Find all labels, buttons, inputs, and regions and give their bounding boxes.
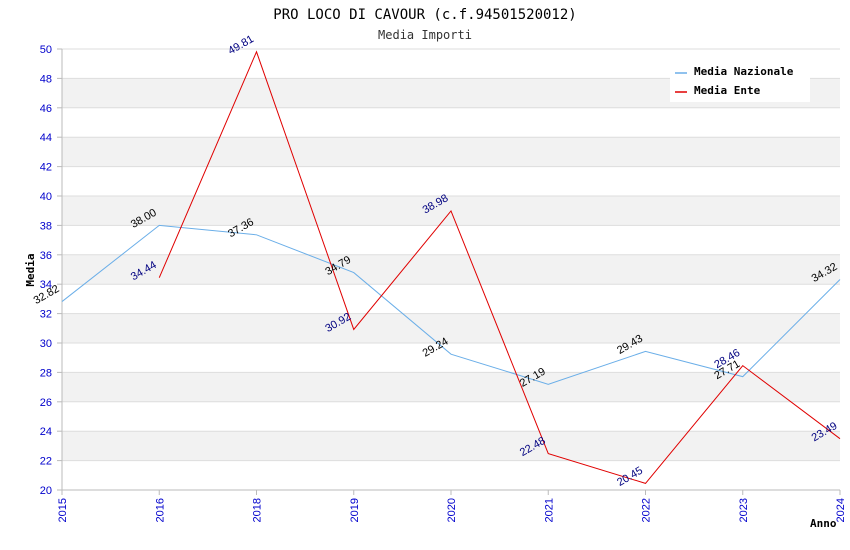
plot-band — [62, 431, 840, 461]
chart-subtitle: Media Importi — [378, 28, 472, 42]
legend-label-media-ente: Media Ente — [694, 84, 761, 97]
legend-label-media-nazionale: Media Nazionale — [694, 65, 794, 78]
grid-lines — [62, 48, 840, 491]
x-tick-label: 2023 — [738, 498, 750, 522]
plot-band — [62, 460, 840, 490]
x-tick-label: 2022 — [641, 498, 653, 522]
y-tick-label: 38 — [40, 220, 52, 232]
y-tick-label: 28 — [40, 367, 52, 379]
y-tick-label: 48 — [40, 73, 52, 85]
y-tick-label: 22 — [40, 456, 52, 468]
y-tick-label: 40 — [40, 191, 52, 203]
x-tick-label: 2016 — [154, 498, 166, 522]
y-axis-title: Media — [24, 253, 37, 286]
x-tick-label: 2018 — [252, 498, 264, 522]
plot-background — [62, 49, 840, 490]
plot-band — [62, 166, 840, 196]
plot-band — [62, 107, 840, 138]
y-tick-label: 44 — [40, 132, 52, 144]
x-tick-label: 2020 — [446, 498, 458, 522]
y-tick-label: 32 — [40, 309, 52, 321]
y-tick-label: 42 — [40, 162, 52, 174]
y-tick-label: 36 — [40, 250, 52, 262]
x-tick-label: 2021 — [543, 498, 555, 522]
chart-title: PRO LOCO DI CAVOUR (c.f.94501520012) — [273, 7, 576, 23]
series-line-media-ente — [158, 50, 841, 484]
legend: Media Nazionale Media Ente — [670, 60, 810, 102]
series-lines — [61, 50, 841, 484]
y-tick-label: 20 — [40, 485, 52, 497]
plot-band — [62, 401, 840, 432]
plot-band — [62, 372, 840, 402]
plot-band — [62, 284, 840, 314]
x-tick-label: 2015 — [57, 498, 69, 522]
x-axis-ticks: 2015 2016 2018 2019 2020 2021 2022 2023 2024 — [57, 490, 847, 522]
series-line-media-nazionale — [61, 224, 841, 385]
plot-band — [62, 225, 840, 255]
y-axis-ticks: 20 22 24 26 28 30 32 34 36 38 40 42 44 46 48 50 — [40, 44, 62, 497]
plot-band — [62, 137, 840, 167]
y-tick-label: 30 — [40, 338, 52, 350]
y-tick-label: 24 — [40, 426, 52, 438]
x-tick-label: 2024 — [835, 498, 847, 522]
plot-band — [62, 313, 840, 343]
y-tick-label: 26 — [40, 397, 52, 409]
y-tick-label: 50 — [40, 44, 52, 56]
plot-band — [62, 343, 840, 373]
plot-band — [62, 254, 840, 285]
x-tick-label: 2019 — [349, 498, 361, 522]
x-axis-title: Anno — [810, 517, 837, 530]
legend-box — [670, 60, 810, 102]
y-tick-label: 34 — [40, 279, 52, 291]
y-tick-label: 46 — [40, 103, 52, 115]
